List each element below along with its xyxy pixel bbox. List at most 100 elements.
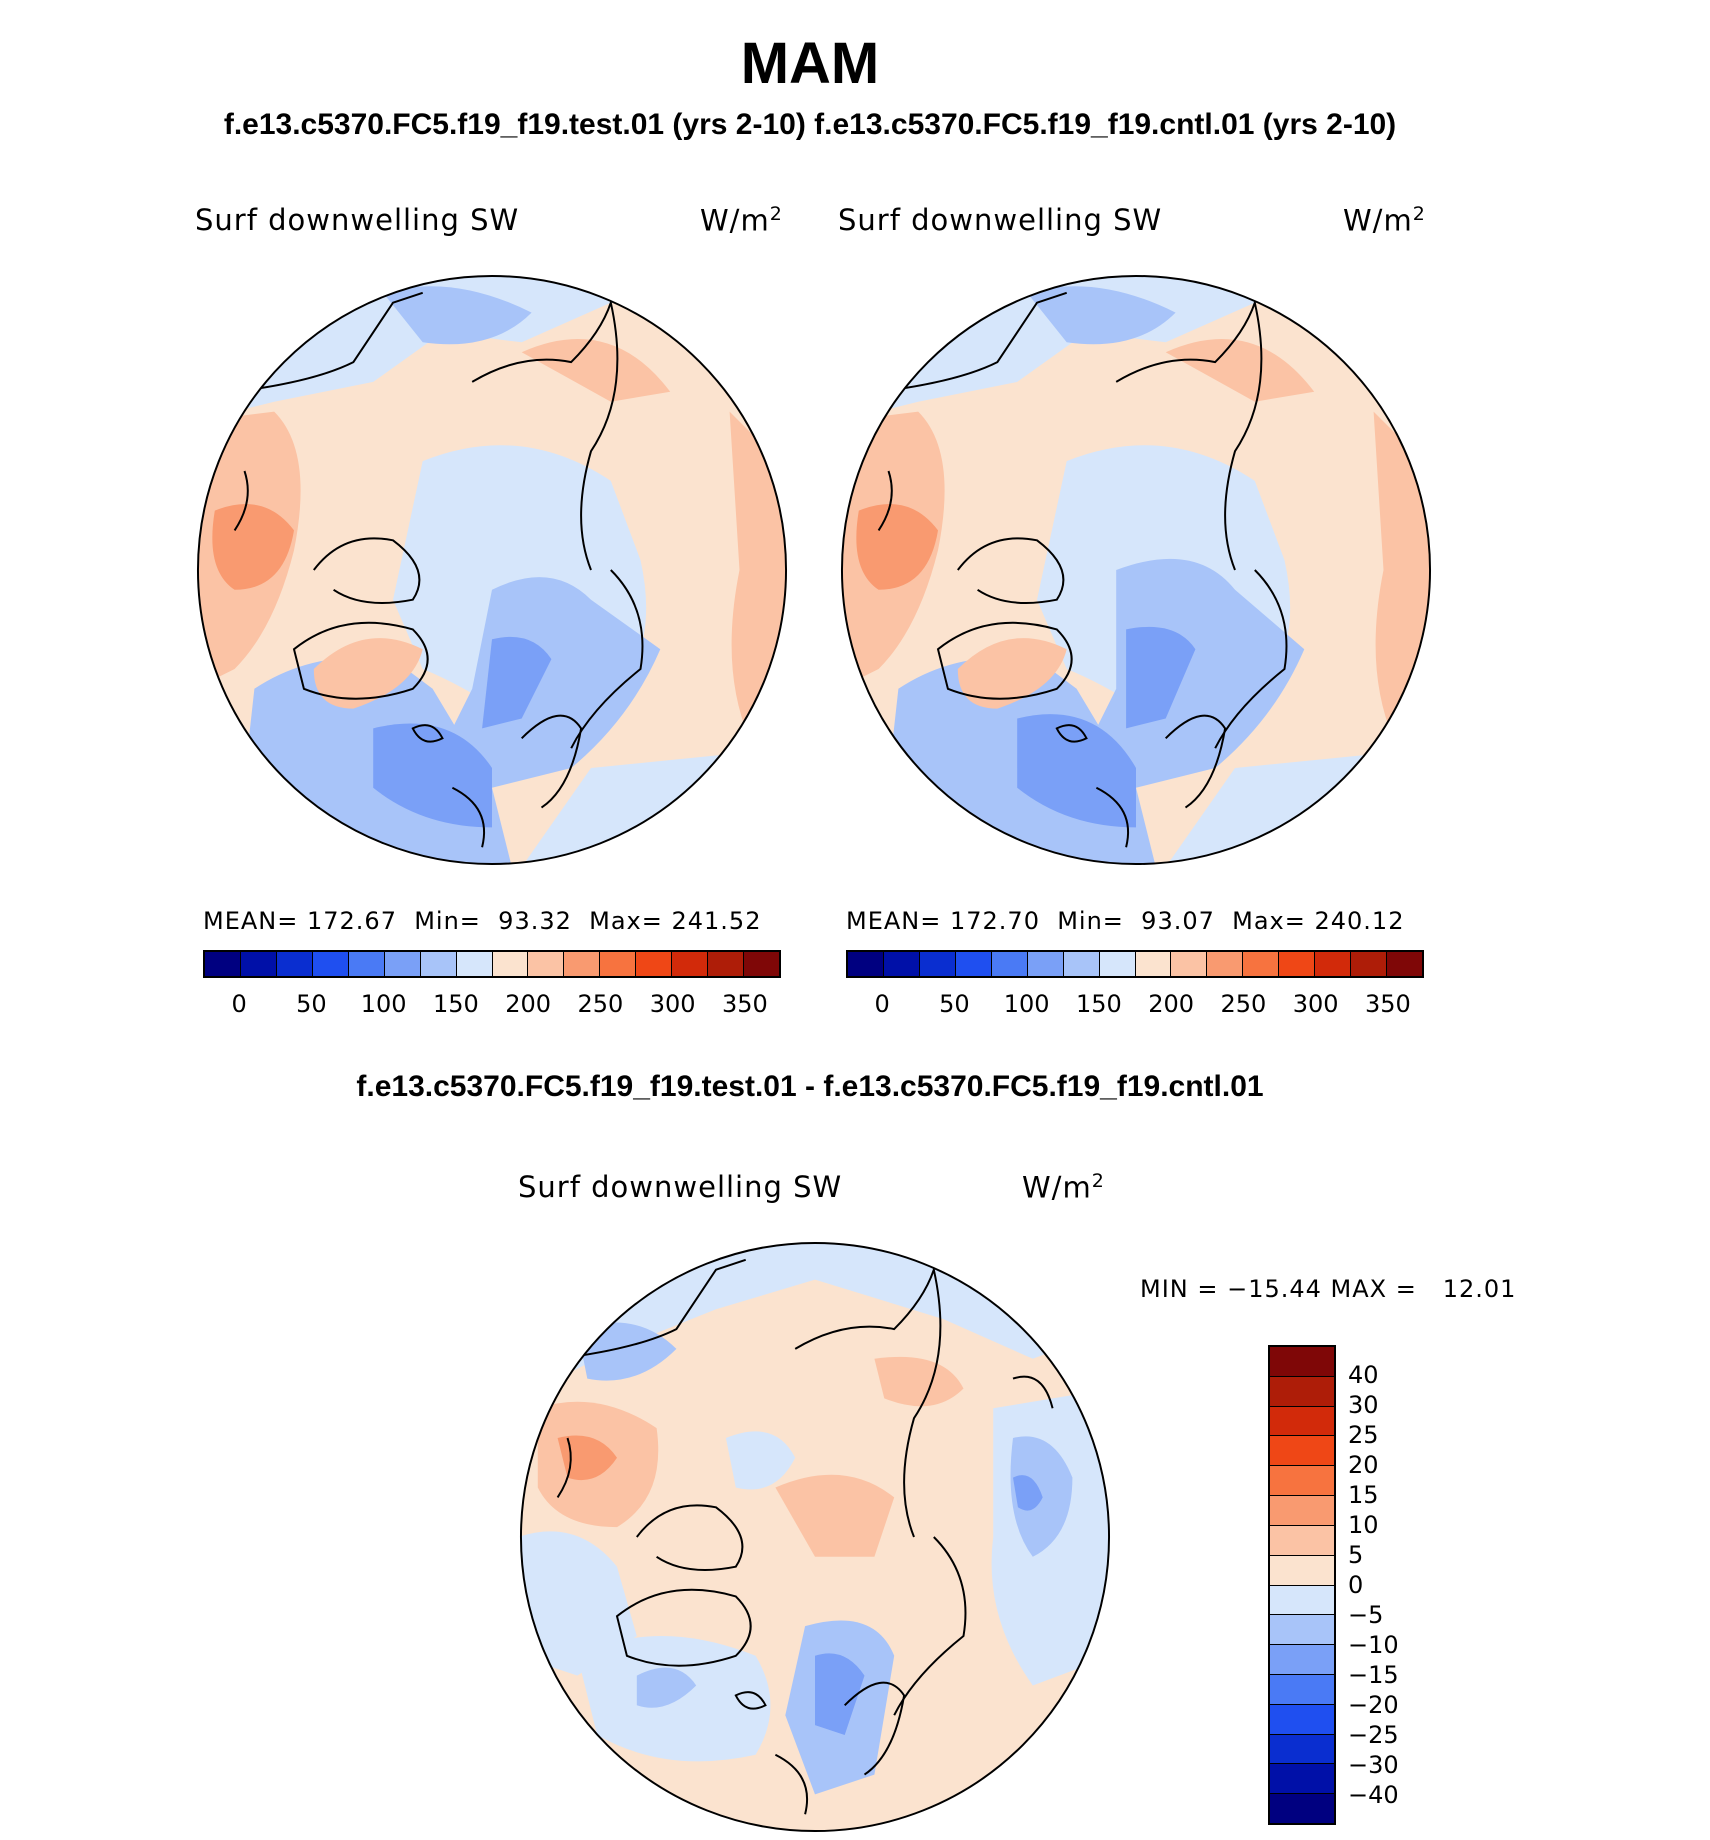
- diff-colorbar-tick: 40: [1348, 1361, 1379, 1389]
- diff-colorbar-swatch: [1270, 1645, 1334, 1675]
- diff-colorbar-swatch: [1270, 1734, 1334, 1765]
- panel2-colorbar-ticks: 0 50 100 150 200 250 300 350: [846, 990, 1424, 1020]
- panel1-colorbar-swatch: [348, 952, 385, 976]
- diff-field-atlantic-spot: [636, 1667, 697, 1708]
- panel2-colorbar-swatch: [1351, 952, 1388, 976]
- diff-colorbar-swatch: [1270, 1376, 1334, 1407]
- panel1-field-canada-core: [212, 504, 294, 590]
- diff-colorbar-swatch: [1270, 1525, 1334, 1556]
- panel1-colorbar-swatch: [708, 952, 745, 976]
- panel2-field-greenland: [957, 638, 1067, 709]
- panel1-colorbar-tick: 100: [360, 990, 407, 1018]
- panel2-map-border: [840, 274, 1432, 866]
- diff-stats: MIN = −15.44 MAX = 12.01: [1140, 1275, 1517, 1303]
- panel1-colorbar-swatch: [456, 952, 493, 976]
- panel1-polar-map: [196, 274, 788, 866]
- diff-colorbar: [1268, 1345, 1336, 1825]
- diff-field-scandinavia-core: [815, 1653, 865, 1735]
- diff-colorbar-tick: 25: [1348, 1421, 1379, 1449]
- diff-colorbar-tick: 15: [1348, 1481, 1379, 1509]
- panel2-field-bering: [1027, 286, 1176, 345]
- diff-colorbar-swatch: [1270, 1585, 1334, 1616]
- panel1-units-label: W/m2: [700, 203, 783, 238]
- diff-colorbar-swatch: [1270, 1406, 1334, 1437]
- panel2-colorbar-swatch: [883, 952, 920, 976]
- panel1-colorbar-swatch: [312, 952, 349, 976]
- panel1-field-greenland: [313, 638, 423, 709]
- panel1-colorbar-swatch: [600, 952, 637, 976]
- panel1-colorbar-tick: 50: [296, 990, 327, 1018]
- panel2-colorbar-swatch: [1315, 952, 1352, 976]
- panel2-polar-map: [840, 274, 1432, 866]
- panel2-colorbar-tick: 250: [1220, 990, 1267, 1018]
- panel1-colorbar-swatch: [492, 952, 529, 976]
- diff-colorbar-tick: 20: [1348, 1451, 1379, 1479]
- panel1-colorbar-swatch: [672, 952, 709, 976]
- diff-colorbar-swatch: [1270, 1615, 1334, 1646]
- panel2-colorbar-swatch: [919, 952, 956, 976]
- diff-colorbar-swatch: [1270, 1466, 1334, 1497]
- panel2-colorbar-tick: 350: [1364, 990, 1411, 1018]
- panel2-colorbar-tick: 50: [939, 990, 970, 1018]
- panel2-stats: MEAN= 172.70 Min= 93.07 Max= 240.12: [846, 907, 1405, 935]
- panel2-colorbar-swatch: [955, 952, 992, 976]
- panel2-colorbar: [846, 950, 1424, 978]
- panel2-variable-label: Surf downwelling SW: [838, 203, 1163, 237]
- panel2-colorbar-swatch: [1135, 952, 1172, 976]
- case-title: f.e13.c5370.FC5.f19_f19.test.01 (yrs 2-1…: [223, 108, 1397, 141]
- panel1-colorbar-tick: 250: [577, 990, 624, 1018]
- panel2-colorbar-swatch: [1099, 952, 1136, 976]
- diff-variable-label: Surf downwelling SW: [518, 1170, 843, 1204]
- diff-colorbar-swatch: [1270, 1496, 1334, 1526]
- diff-field-central-warm: [775, 1474, 895, 1557]
- panel1-colorbar-swatch: [420, 952, 457, 976]
- panel2-field-north-atlantic: [1086, 558, 1305, 788]
- panel1-field-atlantic-core: [373, 723, 492, 828]
- panel1-colorbar-swatch: [636, 952, 673, 976]
- panel1-field-siberia-high: [521, 339, 671, 402]
- panel2-colorbar-tick: 100: [1003, 990, 1050, 1018]
- panel1-colorbar-swatch: [744, 952, 779, 976]
- diff-colorbar-swatch: [1270, 1347, 1334, 1377]
- panel1-colorbar-swatch: [564, 952, 601, 976]
- panel1-colorbar-ticks: 0 50 100 150 200 250 300 350: [203, 990, 781, 1020]
- panel2-colorbar-tick: 200: [1148, 990, 1195, 1018]
- panel1-colorbar-tick: 150: [432, 990, 479, 1018]
- panel2-colorbar-swatch: [1387, 952, 1422, 976]
- panel1-colorbar-tick: 200: [505, 990, 552, 1018]
- panel1-colorbar-swatch: [276, 952, 313, 976]
- diff-colorbar-tick: 5: [1348, 1541, 1364, 1569]
- panel1-colorbar-tick: 350: [721, 990, 768, 1018]
- panel2-colorbar-swatch: [848, 952, 884, 976]
- diff-colorbar-tick: −25: [1348, 1721, 1399, 1749]
- diff-field-archipelago: [725, 1431, 796, 1490]
- panel2-field-siberia-high: [1165, 339, 1315, 402]
- diff-colorbar-swatch: [1270, 1436, 1334, 1467]
- diff-field-siberia-warm: [874, 1356, 964, 1407]
- diff-units-label: W/m2: [1022, 1170, 1105, 1205]
- panel1-colorbar-swatch: [240, 952, 277, 976]
- panel1-colorbar-swatch: [528, 952, 565, 976]
- panel1-field-north-atlantic: [442, 577, 661, 788]
- diff-colorbar-tick: −15: [1348, 1661, 1399, 1689]
- diff-colorbar-swatch: [1270, 1764, 1334, 1795]
- panel1-field-bering: [383, 286, 532, 345]
- diff-colorbar-swatch: [1270, 1674, 1334, 1705]
- panel1-stats: MEAN= 172.67 Min= 93.32 Max= 241.52: [203, 907, 762, 935]
- diff-field-pacific-spot: [577, 1322, 677, 1381]
- panel2-field-norwegian-sea: [1126, 626, 1196, 729]
- panel1-colorbar-tick: 300: [649, 990, 696, 1018]
- panel2-colorbar-tick: 150: [1075, 990, 1122, 1018]
- panel2-colorbar-swatch: [1171, 952, 1208, 976]
- panel2-colorbar-swatch: [1279, 952, 1316, 976]
- panel2-units-label: W/m2: [1343, 203, 1426, 238]
- panel2-colorbar-swatch: [1027, 952, 1064, 976]
- panel1-field-norwegian-sea: [482, 636, 552, 729]
- panel2-field-atlantic-core: [1017, 714, 1136, 828]
- diff-field-canada-core: [557, 1435, 617, 1481]
- panel2-colorbar-swatch: [1207, 952, 1244, 976]
- panel1-colorbar-swatch: [205, 952, 241, 976]
- panel1-variable-label: Surf downwelling SW: [195, 203, 520, 237]
- diff-colorbar-tick: 10: [1348, 1511, 1379, 1539]
- diff-colorbar-swatch: [1270, 1794, 1334, 1823]
